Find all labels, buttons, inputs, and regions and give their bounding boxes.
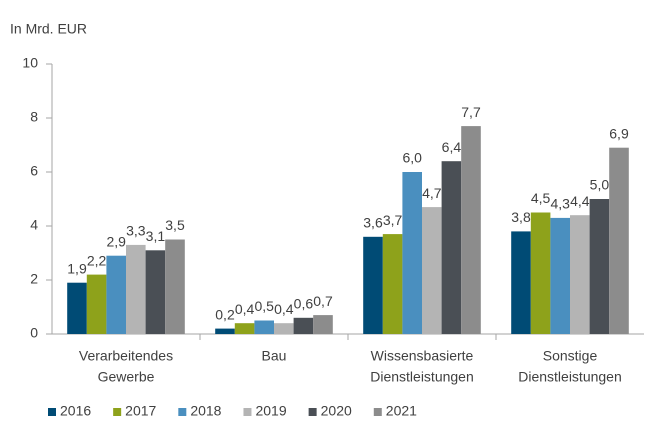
bar [530, 212, 551, 334]
bar [441, 161, 462, 334]
bar [274, 323, 294, 334]
value-label: 0,4 [274, 301, 294, 317]
legend-label: 2017 [125, 403, 156, 419]
value-label: 0,6 [294, 296, 314, 312]
legend-label: 2018 [190, 403, 221, 419]
bar [382, 234, 403, 334]
value-label: 3,5 [165, 217, 185, 233]
bar [363, 236, 383, 334]
value-label: 3,6 [363, 215, 383, 231]
value-label: 3,7 [383, 212, 403, 228]
value-label: 2,9 [106, 233, 126, 249]
x-tick-label: Bau [262, 348, 287, 364]
bar [609, 147, 629, 334]
legend-swatch [243, 408, 252, 416]
legend-swatch [178, 408, 187, 416]
legend-swatch [373, 408, 382, 416]
bar [106, 255, 126, 334]
bar [422, 207, 442, 334]
bar [67, 282, 87, 334]
y-tick-label: 6 [30, 163, 38, 179]
value-label: 0,7 [313, 293, 333, 309]
bar [254, 320, 274, 334]
y-axis-title: In Mrd. EUR [10, 21, 87, 37]
bar [145, 250, 166, 334]
bar [313, 315, 333, 334]
x-tick-label: Verarbeitendes [79, 348, 173, 364]
value-label: 3,8 [511, 209, 531, 225]
y-tick-label: 8 [30, 109, 38, 125]
y-tick-label: 10 [22, 55, 38, 71]
value-label: 3,1 [146, 228, 166, 244]
value-label: 2,2 [87, 252, 107, 268]
value-label: 7,7 [461, 104, 481, 120]
bar [165, 239, 185, 334]
value-label: 4,3 [550, 196, 570, 212]
value-label: 6,0 [402, 150, 422, 166]
x-tick-label: Wissensbasierte [371, 348, 474, 364]
y-tick-label: 2 [30, 271, 38, 287]
x-tick-label: Sonstige [543, 348, 598, 364]
bar [461, 126, 481, 334]
bar [126, 244, 146, 334]
legend-label: 2016 [60, 403, 91, 419]
bar [86, 274, 107, 334]
bar [215, 328, 235, 334]
value-label: 0,2 [215, 306, 235, 322]
bar [511, 231, 531, 334]
legend-label: 2021 [386, 403, 417, 419]
bar [589, 199, 610, 334]
x-tick-label: Dienstleistungen [518, 369, 622, 385]
value-label: 4,4 [570, 193, 590, 209]
y-tick-label: 0 [30, 325, 38, 341]
y-tick-label: 4 [30, 217, 38, 233]
value-label: 5,0 [590, 177, 610, 193]
bar [293, 317, 314, 334]
value-label: 0,4 [235, 301, 255, 317]
legend-swatch [308, 408, 317, 416]
value-label: 6,4 [442, 139, 462, 155]
value-label: 3,3 [126, 223, 146, 239]
value-label: 0,5 [254, 298, 274, 314]
bar [550, 217, 570, 334]
legend-label: 2020 [321, 403, 352, 419]
bar [402, 172, 422, 334]
legend-swatch [48, 408, 56, 416]
x-tick-label: Gewerbe [98, 369, 155, 385]
value-label: 4,5 [531, 190, 551, 206]
x-tick-label: Dienstleistungen [370, 369, 474, 385]
value-label: 4,7 [422, 185, 442, 201]
value-label: 1,9 [67, 260, 87, 276]
value-label: 6,9 [609, 125, 629, 141]
legend-label: 2019 [255, 403, 286, 419]
legend-swatch [113, 408, 122, 416]
bar [234, 323, 255, 334]
bar [570, 215, 590, 334]
